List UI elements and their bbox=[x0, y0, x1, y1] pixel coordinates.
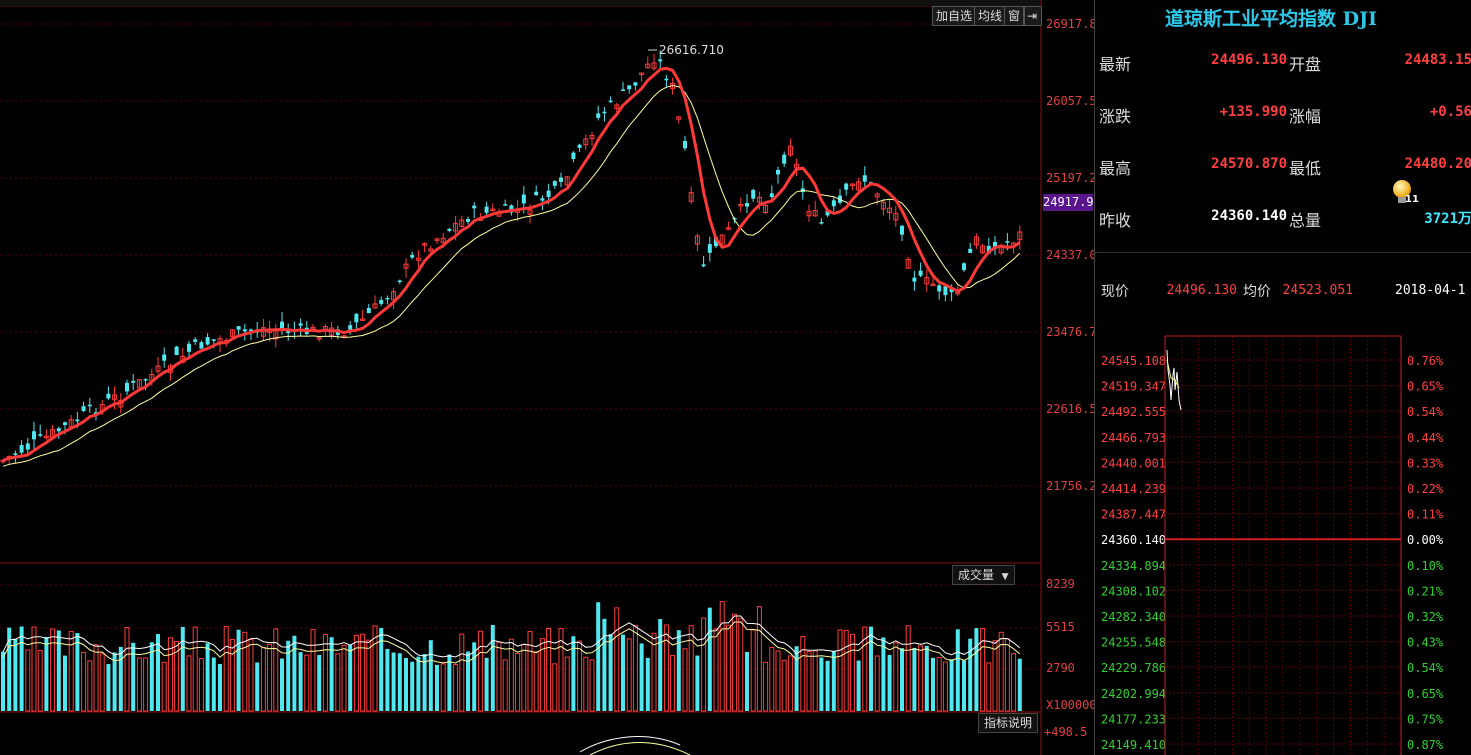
peak-label: 26616.710 bbox=[659, 43, 724, 57]
add-watchlist-button[interactable]: 加自选 bbox=[932, 6, 977, 26]
intraday-price-tick: 24360.140 bbox=[1101, 533, 1166, 547]
intraday-pct-tick: 0.54% bbox=[1407, 661, 1444, 675]
intraday-price-tick: 24255.548 bbox=[1101, 636, 1166, 650]
open-label: 开盘 bbox=[1289, 55, 1322, 74]
change-pct-label: 涨幅 bbox=[1289, 107, 1322, 126]
top-strip bbox=[0, 0, 1040, 7]
intraday-pct-tick: 0.22% bbox=[1407, 482, 1444, 496]
ma-line-button[interactable]: 均线 bbox=[974, 6, 1007, 26]
intraday-chart[interactable]: 24545.108 0.76% 24519.347 0.65% 24492.555 0.5… bbox=[1095, 330, 1471, 755]
volume-selector[interactable]: 成交量 ▼ bbox=[952, 565, 1015, 585]
price-tick: 25197.28 bbox=[1046, 171, 1104, 185]
intraday-price-tick: 24308.102 bbox=[1101, 584, 1166, 598]
intraday-pct-tick: 0.32% bbox=[1407, 610, 1444, 624]
high-label: 最高 bbox=[1099, 159, 1132, 178]
intraday-pct-tick: 0.75% bbox=[1407, 712, 1444, 726]
latest-value: 24496.130 bbox=[1211, 52, 1287, 68]
intraday-price-tick: 24202.994 bbox=[1101, 687, 1166, 701]
intraday-price-tick: 24440.001 bbox=[1101, 456, 1166, 470]
avg-value: 24523.051 bbox=[1282, 283, 1353, 298]
current-price-marker: 24917.97 bbox=[1043, 194, 1101, 211]
intraday-price-tick: 24466.793 bbox=[1101, 431, 1166, 445]
intraday-price-tick: 24545.108 bbox=[1101, 354, 1166, 368]
volume-tick: 8239 bbox=[1046, 577, 1075, 591]
kline-chart[interactable]: 26616.710 bbox=[0, 0, 1042, 755]
intraday-pct-tick: 0.33% bbox=[1407, 456, 1444, 470]
latest-label: 最新 bbox=[1099, 55, 1132, 74]
avg-label: 均价 bbox=[1243, 284, 1271, 300]
notification-badge: 11 bbox=[1405, 194, 1419, 205]
window-button[interactable]: 窗 bbox=[1004, 6, 1025, 26]
change-label: 涨跌 bbox=[1099, 107, 1132, 126]
intraday-pct-tick: 0.87% bbox=[1407, 738, 1444, 752]
volume-selector-label: 成交量 bbox=[958, 568, 995, 582]
now-label: 现价 bbox=[1101, 284, 1129, 300]
volume-total-label: 总量 bbox=[1289, 211, 1322, 230]
intraday-pct-tick: 0.54% bbox=[1407, 405, 1444, 419]
prev-close-value: 24360.140 bbox=[1211, 208, 1287, 224]
intraday-price-tick: 24149.410 bbox=[1101, 738, 1166, 752]
intraday-price-tick: 24387.447 bbox=[1101, 508, 1166, 522]
low-label: 最低 bbox=[1289, 159, 1322, 178]
intraday-price-tick: 24229.786 bbox=[1101, 661, 1166, 675]
price-tick: 21756.24 bbox=[1046, 479, 1104, 493]
intraday-price-tick: 24177.233 bbox=[1101, 712, 1166, 726]
intraday-pct-tick: 0.21% bbox=[1407, 584, 1444, 598]
date-value: 2018-04-1 bbox=[1395, 283, 1466, 298]
price-tick: 22616.50 bbox=[1046, 402, 1104, 416]
volume-unit: X100000 bbox=[1046, 698, 1097, 712]
price-tick: 23476.76 bbox=[1046, 325, 1104, 339]
intraday-pct-tick: 0.00% bbox=[1407, 533, 1444, 547]
chevron-down-icon: ▼ bbox=[1001, 572, 1009, 582]
intraday-price-tick: 24414.239 bbox=[1101, 482, 1166, 496]
low-value: 24480.20 bbox=[1404, 156, 1471, 172]
price-tick: 24337.02 bbox=[1046, 248, 1104, 262]
lightbulb-icon[interactable]: 11 bbox=[1391, 180, 1419, 208]
high-value: 24570.870 bbox=[1211, 156, 1287, 172]
now-value: 24496.130 bbox=[1166, 283, 1237, 298]
intraday-pct-tick: 0.10% bbox=[1407, 559, 1444, 573]
intraday-pct-tick: 0.44% bbox=[1407, 431, 1444, 445]
intraday-pct-tick: 0.11% bbox=[1407, 508, 1444, 522]
volume-total-value: 3721万 bbox=[1424, 211, 1471, 227]
prev-close-label: 昨收 bbox=[1099, 211, 1132, 230]
intraday-pct-tick: 0.43% bbox=[1407, 636, 1444, 650]
intraday-pct-tick: 0.65% bbox=[1407, 380, 1444, 394]
indicator-help-button[interactable]: 指标说明 bbox=[978, 713, 1039, 733]
intraday-price-tick: 24492.555 bbox=[1101, 405, 1166, 419]
intraday-pct-tick: 0.65% bbox=[1407, 687, 1444, 701]
exit-arrow-icon[interactable]: ⇥ bbox=[1024, 6, 1042, 26]
intraday-price-tick: 24334.894 bbox=[1101, 559, 1166, 573]
price-tick: 26057.54 bbox=[1046, 94, 1104, 108]
intraday-pct-tick: 0.76% bbox=[1407, 354, 1444, 368]
price-tick: 26917.80 bbox=[1046, 17, 1104, 31]
quote-panel: 道琼斯工业平均指数 DJI 最新 24496.130 开盘 24483.15 涨… bbox=[1094, 0, 1471, 755]
change-pct-value: +0.56 bbox=[1429, 104, 1471, 120]
intraday-price-tick: 24519.347 bbox=[1101, 380, 1166, 394]
intraday-price-tick: 24282.340 bbox=[1101, 610, 1166, 624]
change-value: +135.990 bbox=[1219, 104, 1287, 120]
indicator-tick-value: 498.5 bbox=[1051, 725, 1088, 739]
volume-tick: 2790 bbox=[1046, 661, 1075, 675]
index-title: 道琼斯工业平均指数 DJI bbox=[1165, 8, 1377, 30]
indicator-tick: +498.5 bbox=[1044, 725, 1088, 739]
open-value: 24483.15 bbox=[1404, 52, 1471, 68]
volume-tick: 5515 bbox=[1046, 620, 1075, 634]
